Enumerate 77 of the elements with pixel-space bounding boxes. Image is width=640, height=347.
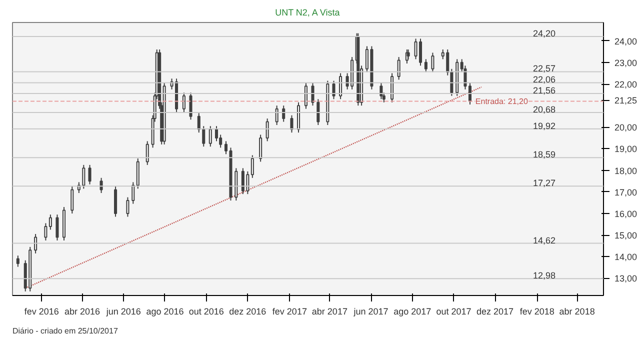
candlestick [88,164,92,185]
candlestick [259,134,262,162]
candlestick [311,82,314,106]
candlestick [290,114,294,134]
ref-line-label: Entrada: 21,20 [475,96,528,106]
candlestick [182,92,186,113]
candlestick [380,82,383,100]
x-tick-label: out 2017 [436,306,472,316]
candlestick [431,52,434,73]
x-tick-label: out 2016 [188,306,224,316]
ref-line-label: 24,20 [532,28,556,39]
candlestick [136,158,140,190]
candlestick [197,112,200,134]
y-tick-label: 17,00 [614,187,638,198]
candlestick [250,154,254,178]
candlestick [56,214,59,241]
x-tick-label: jun 2016 [105,306,141,316]
ref-line-label: 22,06 [532,74,556,85]
ref-line-label: 17,27 [532,178,556,188]
ref-line-label: 20,68 [532,104,556,114]
candlestick [316,98,320,126]
y-tick-label: 19,00 [614,144,638,154]
candlestick [390,72,394,103]
y-tick-label: 22,00 [614,80,638,90]
candlestick [44,222,48,241]
candlestick [397,56,400,80]
x-tick-label: abr 2016 [64,306,100,316]
ref-line-label: 18,59 [532,150,556,160]
ref-line-label: 19,92 [532,120,556,131]
y-tick-label: 14,00 [614,252,638,262]
candlestick [114,186,118,218]
candlestick [214,126,218,142]
x-tick-label: jun 2017 [352,306,388,316]
candlestick [468,82,472,106]
x-tick-label: dez 2017 [476,306,514,316]
x-tick-label: dez 2016 [229,306,266,316]
candlestick [339,72,342,100]
candlestick [70,186,74,214]
y-tick-label: 21,25 [614,96,638,106]
y-tick-label: 18,00 [614,166,638,176]
y-tick-label: 13,00 [614,274,638,284]
candlestick [332,80,336,100]
candlestick [224,140,228,155]
y-tick-label: 16,00 [614,208,638,219]
candlestick [296,102,300,134]
candlestick [16,255,20,268]
candlestick [202,126,206,148]
ref-line-label: 14,62 [532,235,556,246]
y-tick-label: 24,00 [614,36,638,46]
y-tick-label: 20,00 [614,122,638,133]
ref-line-label: 12,98 [532,270,556,281]
x-tick-label: fev 2017 [272,306,307,316]
candlestick [275,105,278,126]
y-tick-label: 23,00 [614,58,638,68]
candlestick [146,140,149,166]
chart-title: UNT N2, A Vista [275,8,340,18]
candlestick [48,214,52,230]
candlestick [424,58,428,73]
x-tick-label: fev 2016 [24,306,59,316]
candlestick [282,105,286,122]
candlestick [189,92,192,120]
ref-line-label: 21,56 [532,86,556,96]
candlestick [100,177,103,194]
candlestick [208,126,212,148]
x-tick-label: ago 2017 [394,306,432,316]
candlestick [126,196,130,218]
x-tick-label: fev 2018 [520,306,554,316]
candlestick [304,82,308,110]
candlestick [266,118,269,142]
x-tick-label: abr 2018 [559,306,595,316]
x-tick-label: abr 2017 [312,306,348,316]
text: Diário - criado em 25/10/2017 [12,326,118,336]
y-tick-label: 15,00 [614,230,638,241]
candlestick [132,182,135,204]
candlestick [34,233,38,254]
x-tick-label: ago 2016 [146,306,184,316]
ref-line-label: 22,57 [532,64,556,74]
